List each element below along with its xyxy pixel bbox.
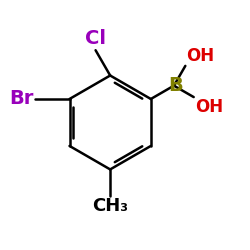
Text: B: B (168, 76, 182, 95)
Text: OH: OH (186, 47, 215, 65)
Text: Cl: Cl (85, 29, 106, 48)
Text: Br: Br (9, 90, 33, 108)
Text: OH: OH (195, 98, 223, 116)
Text: CH₃: CH₃ (92, 197, 128, 215)
